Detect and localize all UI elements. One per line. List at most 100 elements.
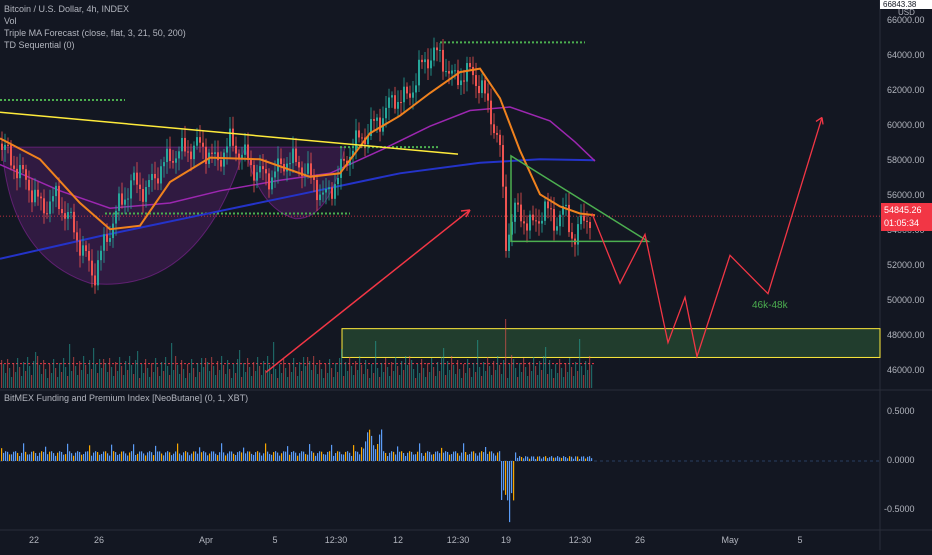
volume-bar xyxy=(425,377,427,388)
candle xyxy=(379,117,381,132)
volume-bar xyxy=(393,371,395,388)
osc-bar xyxy=(29,454,31,461)
candle xyxy=(22,165,24,170)
volume-bar xyxy=(499,365,501,388)
candle xyxy=(292,148,294,164)
osc-bar xyxy=(565,457,567,461)
osc-bar xyxy=(71,453,73,461)
osc-bar xyxy=(589,456,591,461)
osc-bar xyxy=(453,451,455,461)
volume-bar xyxy=(207,362,209,388)
osc-bar xyxy=(147,452,149,461)
candle xyxy=(178,151,180,159)
osc-bar xyxy=(83,454,85,461)
volume-bar xyxy=(217,361,219,388)
osc-bar xyxy=(261,455,263,461)
osc-bar xyxy=(93,452,95,461)
osc-bar xyxy=(105,451,107,461)
osc-bar xyxy=(437,451,439,461)
osc-bar xyxy=(531,456,533,461)
osc-bar xyxy=(191,453,193,461)
arrow-head xyxy=(460,209,471,218)
osc-bar xyxy=(229,451,231,461)
osc-bar xyxy=(95,451,97,461)
volume-bar xyxy=(475,372,477,388)
osc-bar xyxy=(541,458,543,461)
osc-bar xyxy=(115,452,117,461)
volume-bar xyxy=(517,377,519,388)
osc-bar xyxy=(15,451,17,461)
top-price-label: 66843.38 xyxy=(880,0,932,9)
osc-bar xyxy=(23,443,25,461)
volume-bar xyxy=(259,366,261,388)
osc-bar xyxy=(81,454,83,461)
osc-bar xyxy=(179,453,181,461)
osc-bar xyxy=(581,456,583,461)
osc-bar xyxy=(409,451,411,461)
candle xyxy=(280,158,282,164)
osc-bar xyxy=(247,451,249,461)
candle xyxy=(367,135,369,145)
osc-bar xyxy=(121,451,123,461)
ma-forecast-legend[interactable]: Triple MA Forecast (close, flat, 3, 21, … xyxy=(4,28,186,38)
price-tick-label: 62000.00 xyxy=(887,85,925,96)
volume-bar xyxy=(535,366,537,388)
volume-bar xyxy=(383,372,385,388)
volume-bar xyxy=(111,367,113,388)
candle xyxy=(43,198,45,214)
volume-bar xyxy=(465,373,467,388)
osc-bar xyxy=(357,451,359,461)
osc-bar xyxy=(517,457,519,461)
candle xyxy=(454,70,456,72)
volume-bar xyxy=(457,360,459,388)
volume-legend[interactable]: Vol xyxy=(4,16,17,26)
volume-bar xyxy=(447,361,449,388)
volume-bar xyxy=(135,360,137,388)
symbol-legend[interactable]: Bitcoin / U.S. Dollar, 4h, INDEX xyxy=(4,4,130,14)
candle xyxy=(10,145,12,166)
volume-bar xyxy=(513,359,515,388)
osc-tick-label: 0.5000 xyxy=(887,405,915,416)
osc-bar xyxy=(505,461,507,495)
osc-bar xyxy=(43,451,45,461)
td-sequential-legend[interactable]: TD Sequential (0) xyxy=(4,40,75,50)
osc-bar xyxy=(97,452,99,461)
volume-bar xyxy=(319,360,321,388)
osc-bar xyxy=(463,443,465,461)
volume-bar xyxy=(27,357,29,388)
osc-bar xyxy=(25,451,27,461)
candle xyxy=(538,221,540,224)
volume-bar xyxy=(179,374,181,388)
osc-bar xyxy=(315,455,317,461)
volume-bar xyxy=(231,378,233,388)
volume-bar xyxy=(293,358,295,388)
candle xyxy=(4,144,6,150)
osc-bar xyxy=(197,453,199,461)
candle xyxy=(439,49,441,51)
osc-bar xyxy=(307,454,309,461)
osc-bar xyxy=(9,454,11,461)
target-zone xyxy=(341,328,881,358)
osc-bar xyxy=(127,455,129,461)
osc-bar xyxy=(205,452,207,461)
volume-bar xyxy=(591,365,593,388)
volume-bar xyxy=(221,356,223,388)
volume-bar xyxy=(503,360,505,388)
osc-bar xyxy=(385,452,387,461)
osc-bar xyxy=(549,457,551,461)
volume-bar xyxy=(511,355,513,388)
osc-bar xyxy=(515,452,517,461)
osc-bar xyxy=(31,451,33,461)
volume-bar xyxy=(85,365,87,388)
osc-bar xyxy=(183,452,185,461)
funding-index-legend[interactable]: BitMEX Funding and Premium Index [NeoBut… xyxy=(4,393,249,403)
candle xyxy=(463,80,465,82)
candle xyxy=(49,201,51,214)
volume-bar xyxy=(375,341,377,388)
candle xyxy=(490,100,492,125)
osc-bar xyxy=(235,455,237,461)
osc-bar xyxy=(591,458,593,461)
volume-bar xyxy=(427,363,429,388)
